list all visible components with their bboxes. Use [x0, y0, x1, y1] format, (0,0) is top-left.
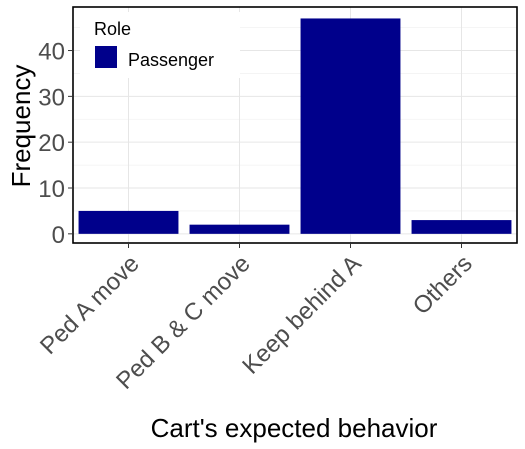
y-tick-label: 40 — [38, 39, 65, 66]
x-tick-label: Others — [408, 250, 478, 320]
bar-others — [411, 220, 512, 234]
legend: Role Passenger — [80, 12, 240, 78]
bar-ped-b-c-move — [189, 224, 290, 234]
legend-title: Role — [94, 19, 131, 39]
legend-key-passenger — [95, 46, 117, 68]
y-tick-label: 20 — [38, 130, 65, 157]
y-axis-label: Frequency — [6, 65, 36, 188]
x-axis-label: Cart's expected behavior — [151, 413, 438, 443]
plot-panel-border — [72, 6, 518, 244]
y-tick-label: 30 — [38, 84, 65, 111]
bars — [78, 18, 512, 234]
y-axis-ticks: 0 10 20 30 40 — [38, 39, 73, 249]
x-tick-label: Keep behind A — [237, 250, 366, 379]
legend-label-passenger: Passenger — [128, 50, 214, 70]
bar-keep-behind-a — [300, 18, 401, 234]
y-tick-label: 10 — [38, 176, 65, 203]
y-tick-label: 0 — [52, 222, 65, 249]
bar-ped-a-move — [78, 210, 179, 234]
x-tick-label: Ped A move — [35, 250, 145, 360]
